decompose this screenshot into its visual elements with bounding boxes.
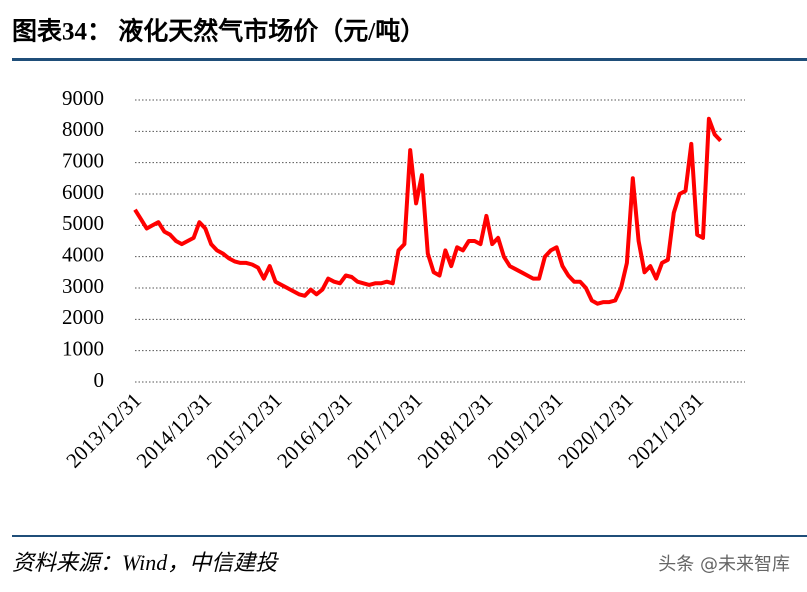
y-tick-label: 2000	[62, 305, 104, 329]
chart-title: 图表34： 液化天然气市场价（元/吨）	[12, 17, 425, 46]
x-tick-label: 2021/12/31	[623, 388, 708, 473]
line	[133, 116, 723, 306]
x-tick-label: 2016/12/31	[272, 388, 357, 473]
y-tick-label: 5000	[62, 211, 104, 235]
y-tick-label: 8000	[62, 117, 104, 141]
watermark: 头条 @未来智库	[658, 554, 790, 575]
x-tick-label: 2018/12/31	[413, 388, 498, 473]
y-tick-label: 7000	[62, 148, 104, 172]
x-tick-label: 2017/12/31	[342, 388, 427, 473]
x-tick-label: 2013/12/31	[61, 388, 146, 473]
y-tick-label: 9000	[62, 86, 104, 110]
title-rule	[12, 58, 807, 61]
y-tick-label: 3000	[62, 274, 104, 298]
source: 资料来源：Wind，中信建投	[12, 550, 279, 575]
footer-rule	[12, 535, 807, 537]
y-tick-label: 1000	[62, 336, 104, 360]
x-tick-label: 2020/12/31	[553, 388, 638, 473]
x-tick-label: 2019/12/31	[483, 388, 568, 473]
y-tick-label: 6000	[62, 180, 104, 204]
y-tick-label: 0	[94, 368, 105, 392]
y-tick-label: 4000	[62, 242, 104, 266]
x-tick-label: 2015/12/31	[202, 388, 287, 473]
x-tick-label: 2014/12/31	[132, 388, 217, 473]
